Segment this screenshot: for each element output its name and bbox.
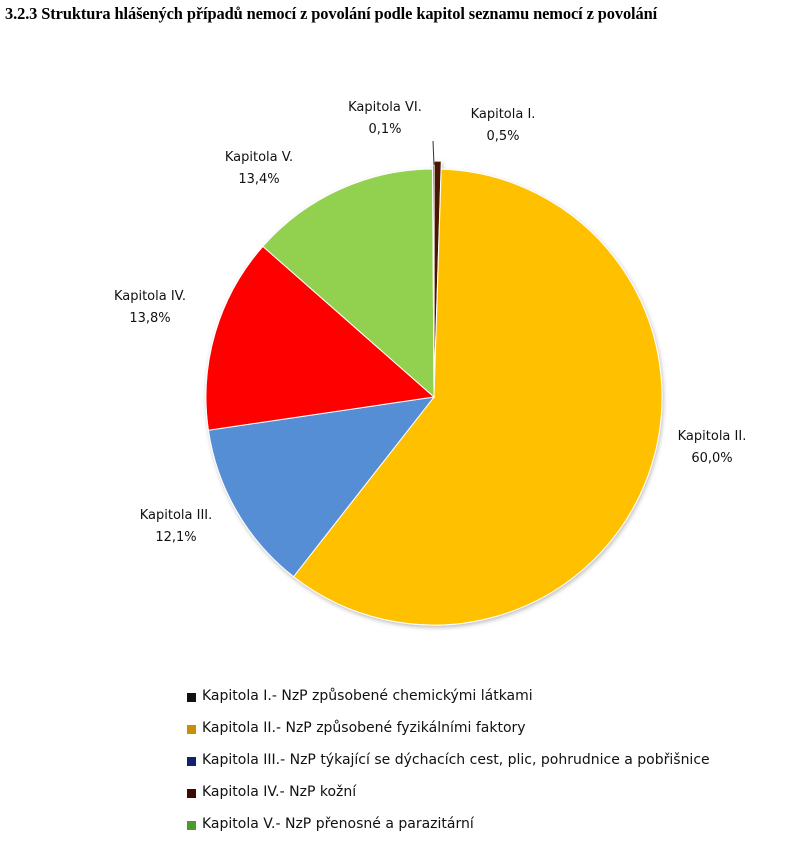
legend-label: Kapitola V.- NzP přenosné a parazitární bbox=[202, 816, 474, 832]
pie-slices bbox=[205, 160, 663, 626]
slice-label-kapitola-vi: Kapitola VI. bbox=[348, 100, 422, 115]
slice-value-kapitola-iv: 13,8% bbox=[129, 311, 170, 326]
slice-value-kapitola-vi: 0,1% bbox=[368, 122, 401, 137]
slice-label-kapitola-iv: Kapitola IV. bbox=[114, 289, 186, 304]
chart-legend: Kapitola I.- NzP způsobené chemickými lá… bbox=[187, 688, 710, 848]
legend-label: Kapitola III.- NzP týkající se dýchacích… bbox=[202, 752, 710, 768]
slice-label-kapitola-i: Kapitola I. bbox=[471, 107, 536, 122]
legend-swatch bbox=[187, 789, 196, 798]
slice-labels: Kapitola I. 0,5% Kapitola II. 60,0% Kapitola… bbox=[114, 100, 746, 545]
legend-swatch bbox=[187, 821, 196, 830]
legend-item: Kapitola V.- NzP přenosné a parazitární bbox=[187, 816, 710, 848]
legend-label: Kapitola IV.- NzP kožní bbox=[202, 784, 357, 800]
legend-item: Kapitola IV.- NzP kožní bbox=[187, 784, 710, 816]
chart-title: 3.2.3 Struktura hlášených případů nemocí… bbox=[5, 4, 658, 23]
legend-item: Kapitola I.- NzP způsobené chemickými lá… bbox=[187, 688, 710, 720]
slice-value-kapitola-i: 0,5% bbox=[486, 129, 519, 144]
slice-label-kapitola-iii: Kapitola III. bbox=[140, 508, 213, 523]
pie-slice-kapitola-iii bbox=[207, 396, 436, 578]
slice-value-kapitola-v: 13,4% bbox=[238, 172, 279, 187]
slice-value-kapitola-ii: 60,0% bbox=[691, 451, 732, 466]
slice-label-kapitola-ii: Kapitola II. bbox=[678, 429, 747, 444]
pie-slice-kapitola-ii bbox=[292, 168, 663, 626]
legend-swatch bbox=[187, 693, 196, 702]
leader-lines bbox=[432, 140, 435, 166]
slice-value-kapitola-iii: 12,1% bbox=[155, 530, 196, 545]
legend-item: Kapitola II.- NzP způsobené fyzikálními … bbox=[187, 720, 710, 752]
legend-swatch bbox=[187, 725, 196, 734]
legend-label: Kapitola II.- NzP způsobené fyzikálními … bbox=[202, 720, 526, 736]
pie-slice-kapitola-v bbox=[262, 168, 435, 399]
slice-label-kapitola-v: Kapitola V. bbox=[225, 150, 293, 165]
pie-slice-kapitola-iv bbox=[205, 245, 436, 431]
leader-line-kapitola-vi bbox=[432, 140, 435, 166]
legend-swatch bbox=[187, 757, 196, 766]
legend-item: Kapitola III.- NzP týkající se dýchacích… bbox=[187, 752, 710, 784]
legend-label: Kapitola I.- NzP způsobené chemickými lá… bbox=[202, 688, 533, 704]
